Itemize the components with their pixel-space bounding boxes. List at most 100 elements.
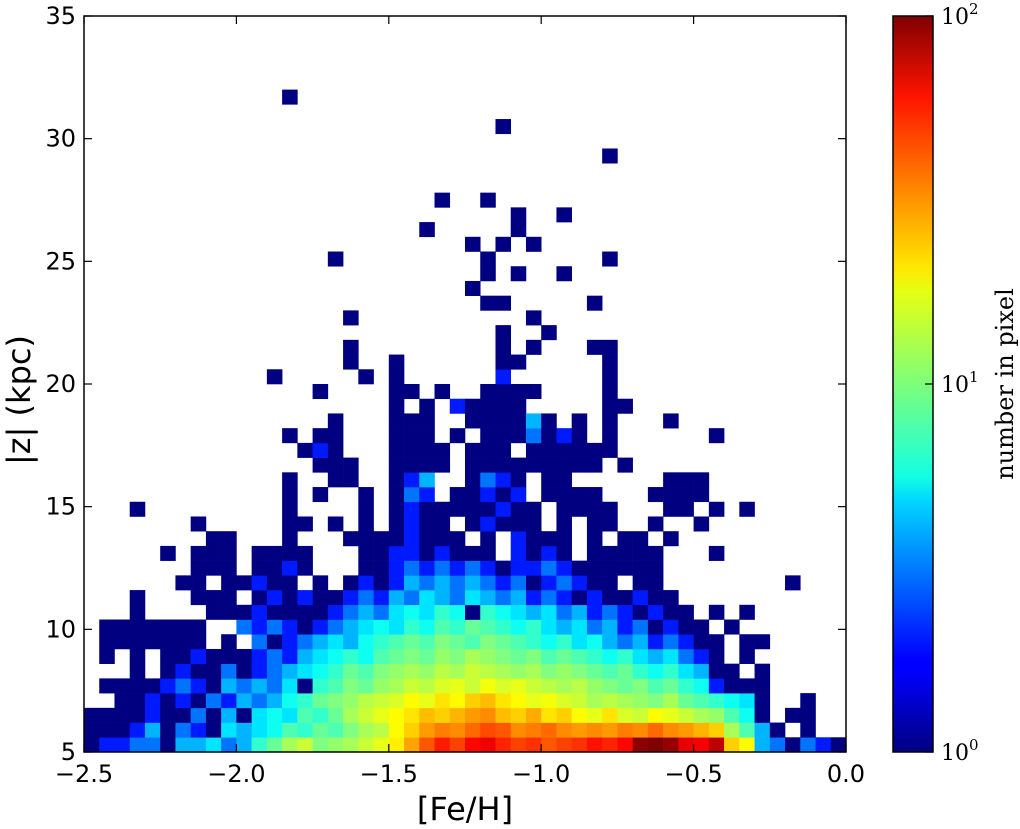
heatmap-cell xyxy=(114,707,131,723)
heatmap-cell xyxy=(205,604,222,620)
heatmap-cell xyxy=(449,545,466,561)
heatmap-cell xyxy=(434,501,451,517)
heatmap-cell xyxy=(114,693,131,709)
heatmap-cell xyxy=(343,531,359,547)
heatmap-cell xyxy=(525,545,542,561)
heatmap-cell xyxy=(221,737,237,753)
heatmap-cell xyxy=(632,722,649,738)
heatmap-cell xyxy=(434,707,451,723)
colorbar-label: number in pixel xyxy=(991,288,1019,480)
heatmap-cell xyxy=(525,590,542,606)
heatmap-cell xyxy=(205,590,222,606)
heatmap-cell xyxy=(510,457,527,473)
heatmap-cell xyxy=(175,575,191,591)
heatmap-cell xyxy=(129,648,146,664)
heatmap-cell xyxy=(465,707,481,723)
heatmap-cell xyxy=(602,722,618,738)
heatmap-cell xyxy=(693,634,710,650)
heatmap-cell xyxy=(221,531,237,547)
heatmap-cell xyxy=(388,369,405,385)
heatmap-cell xyxy=(404,663,420,679)
heatmap-cell xyxy=(632,737,649,753)
heatmap-cell xyxy=(404,693,420,709)
heatmap-cell xyxy=(571,560,588,576)
heatmap-cell xyxy=(99,648,115,664)
heatmap-cell xyxy=(785,707,801,723)
heatmap-cell xyxy=(373,590,390,606)
heatmap-cell xyxy=(754,693,771,709)
heatmap-cell xyxy=(465,693,481,709)
heatmap-cell xyxy=(251,693,268,709)
heatmap-cell xyxy=(663,707,679,723)
heatmap-cell xyxy=(495,472,512,488)
heatmap-cell xyxy=(693,722,710,738)
heatmap-cell xyxy=(312,384,329,400)
heatmap-cell xyxy=(678,737,694,753)
heatmap-cell xyxy=(358,634,374,650)
heatmap-cell xyxy=(495,722,512,738)
heatmap-cell xyxy=(373,663,390,679)
heatmap-cell xyxy=(571,722,588,738)
heatmap-cell xyxy=(404,707,420,723)
y-tick-label: 30 xyxy=(45,125,76,153)
heatmap-cell xyxy=(251,737,268,753)
heatmap-cell xyxy=(602,516,618,532)
heatmap-cell xyxy=(510,472,527,488)
heatmap-cell xyxy=(327,707,344,723)
heatmap-cell xyxy=(190,516,207,532)
heatmap-cell xyxy=(785,575,801,591)
heatmap-cell xyxy=(602,442,618,458)
heatmap-cell xyxy=(282,501,298,517)
heatmap-cell xyxy=(388,707,405,723)
heatmap-cell xyxy=(419,222,435,238)
heatmap-cell xyxy=(343,604,359,620)
heatmap-cell xyxy=(480,413,496,429)
heatmap-cell xyxy=(358,663,374,679)
heatmap-cell xyxy=(586,604,603,620)
heatmap-cell xyxy=(708,722,725,738)
heatmap-cell xyxy=(236,604,252,620)
heatmap-cell xyxy=(647,487,664,503)
heatmap-cell xyxy=(327,737,344,753)
heatmap-cell xyxy=(404,457,420,473)
heatmap-cell xyxy=(510,575,527,591)
heatmap-cell xyxy=(586,531,603,547)
heatmap-cell xyxy=(434,545,451,561)
heatmap-cell xyxy=(358,648,374,664)
heatmap-cell xyxy=(449,737,466,753)
heatmap-cell xyxy=(556,604,572,620)
heatmap-cell xyxy=(312,722,329,738)
heatmap-cell xyxy=(465,457,481,473)
heatmap-cell xyxy=(236,722,252,738)
heatmap-cell xyxy=(556,648,572,664)
heatmap-cell xyxy=(129,590,146,606)
heatmap-cell xyxy=(358,678,374,694)
heatmap-cell xyxy=(449,501,466,517)
heatmap-cell xyxy=(480,251,496,267)
heatmap-cell xyxy=(602,737,618,753)
heatmap-cell xyxy=(541,487,557,503)
heatmap-cell xyxy=(465,604,481,620)
heatmap-cell xyxy=(266,575,283,591)
heatmap-cell xyxy=(647,663,664,679)
heatmap-cell xyxy=(404,648,420,664)
heatmap-cell xyxy=(373,531,390,547)
heatmap-cell xyxy=(236,707,252,723)
heatmap-cell xyxy=(708,634,725,650)
heatmap-cell xyxy=(586,678,603,694)
heatmap-cell xyxy=(769,737,786,753)
heatmap-cell xyxy=(465,634,481,650)
heatmap-cell xyxy=(251,560,268,576)
heatmap-cell xyxy=(343,472,359,488)
heatmap-cell xyxy=(525,648,542,664)
heatmap-cell xyxy=(541,634,557,650)
heatmap-cell xyxy=(434,693,451,709)
heatmap-cell xyxy=(343,648,359,664)
heatmap-cell xyxy=(480,501,496,517)
heatmap-cell xyxy=(754,722,771,738)
heatmap-cell xyxy=(541,325,557,341)
heatmap-cell xyxy=(327,590,344,606)
heatmap-cell xyxy=(663,693,679,709)
heatmap-cell xyxy=(602,545,618,561)
heatmap-cell xyxy=(282,707,298,723)
